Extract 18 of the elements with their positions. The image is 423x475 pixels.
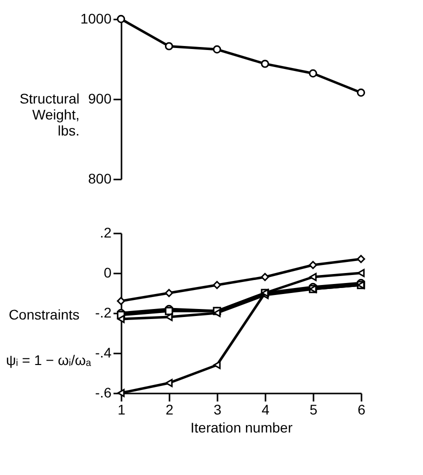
y-tick-label: -.2 <box>95 304 112 320</box>
y-axis-title: Constraints <box>8 306 80 322</box>
y-axis-title: Structural Weight, lbs. <box>20 90 80 138</box>
text: ψᵢ = 1 − ωᵢ/ωₐ <box>6 352 92 368</box>
y-tick-label: -.4 <box>95 344 112 360</box>
x-tick-label: 1 <box>118 402 126 418</box>
x-tick-label: 5 <box>310 402 318 418</box>
x-tick-label: 2 <box>166 402 174 418</box>
x-axis-title: Iteration number <box>190 420 293 436</box>
y-tick-label: 800 <box>88 170 112 186</box>
x-tick-label: 6 <box>358 402 366 418</box>
y-tick-label: 900 <box>88 90 112 106</box>
x-tick-label: 3 <box>214 402 222 418</box>
y-tick-label: -.6 <box>95 384 112 400</box>
x-tick-label: 4 <box>262 402 270 418</box>
y-tick-label: 1000 <box>80 10 112 26</box>
y-tick-label: .2 <box>100 224 112 240</box>
y-tick-label: 0 <box>104 264 112 280</box>
